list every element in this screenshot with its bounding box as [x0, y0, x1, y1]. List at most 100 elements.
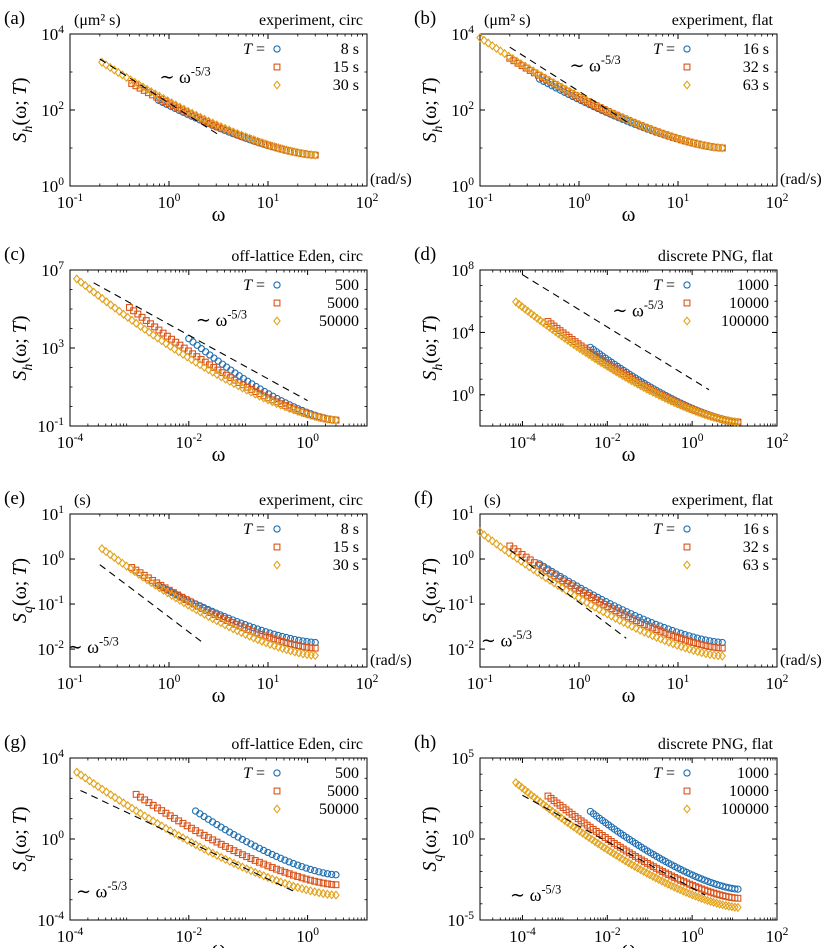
y-tick-label: 104	[451, 321, 474, 342]
data-point	[268, 864, 276, 871]
data-point	[332, 881, 340, 889]
data-point	[677, 635, 685, 643]
panel-title: experiment, circ	[259, 12, 363, 29]
data-point	[189, 338, 197, 346]
data-point	[545, 575, 554, 585]
data-point	[167, 98, 176, 108]
data-point	[270, 635, 277, 643]
data-point	[693, 139, 702, 149]
x-tick-label: 10-4	[57, 925, 84, 946]
data-point	[272, 865, 280, 873]
data-point	[230, 858, 238, 868]
data-point	[266, 639, 274, 649]
data-point	[480, 35, 488, 46]
panel-title: off-lattice Eden, circ	[231, 736, 363, 753]
data-point	[266, 140, 274, 151]
data-point	[665, 131, 673, 141]
data-point	[697, 647, 706, 658]
y-axis-label: Sq(ω; T)	[9, 558, 36, 623]
data-point	[204, 116, 213, 126]
data-point	[251, 856, 259, 864]
slope-guide-line	[522, 274, 710, 391]
data-point	[136, 321, 145, 331]
data-point	[94, 290, 102, 301]
data-point	[226, 845, 234, 853]
data-point	[237, 627, 246, 638]
data-point	[119, 309, 128, 319]
data-point	[728, 902, 736, 912]
legend-marker	[273, 804, 281, 814]
data-point	[306, 876, 314, 884]
data-point	[259, 871, 268, 881]
data-point	[319, 879, 327, 887]
data-point	[315, 868, 323, 876]
data-point	[278, 632, 286, 641]
data-point	[302, 409, 311, 419]
data-point	[293, 406, 302, 416]
data-point	[98, 293, 107, 304]
data-point	[290, 641, 298, 649]
data-point	[118, 70, 127, 80]
data-point	[539, 318, 548, 328]
data-point	[310, 887, 319, 897]
data-point	[578, 595, 587, 605]
data-point	[144, 89, 152, 97]
y-tick-label: 100	[41, 175, 64, 196]
data-point	[132, 806, 141, 816]
data-point	[289, 405, 298, 415]
legend-label: 15 s	[333, 539, 359, 556]
svg-text:Sh(ω; T): Sh(ω; T)	[9, 315, 36, 380]
data-point	[509, 54, 517, 64]
series-5000	[125, 304, 340, 424]
data-point	[533, 567, 542, 577]
data-point	[294, 861, 302, 869]
legend-marker	[273, 63, 281, 71]
data-point	[539, 799, 548, 810]
data-point	[714, 644, 722, 652]
y-axis-label: Sh(ω; T)	[419, 315, 446, 380]
data-point	[123, 800, 132, 811]
data-point	[85, 284, 94, 294]
data-point	[261, 632, 269, 640]
data-point	[166, 826, 175, 836]
data-point	[686, 637, 694, 645]
data-point	[689, 138, 698, 148]
data-point	[251, 389, 260, 399]
data-point	[233, 128, 242, 139]
data-point	[260, 392, 268, 400]
data-point	[255, 391, 264, 401]
data-point	[592, 596, 600, 604]
data-point	[245, 631, 254, 641]
data-point	[682, 636, 689, 644]
data-point	[259, 393, 268, 403]
data-point	[591, 602, 599, 612]
data-point	[525, 63, 534, 74]
panel-label: (a)	[4, 8, 25, 29]
data-point	[734, 885, 742, 893]
x-tick-label: 100	[681, 925, 704, 946]
y-tick-label: 100	[451, 548, 474, 569]
data-point	[147, 577, 155, 588]
data-point	[240, 624, 248, 632]
data-point	[242, 838, 251, 846]
data-point	[660, 129, 669, 139]
svg-text:Sq(ω; T): Sq(ω; T)	[419, 558, 446, 623]
legend-title: T =	[653, 521, 675, 538]
data-point	[128, 315, 136, 326]
data-point	[332, 871, 340, 879]
panel-label: (b)	[414, 8, 436, 29]
data-point	[574, 91, 583, 101]
data-point	[174, 830, 183, 841]
legend-label: 500	[335, 277, 359, 294]
data-point	[484, 533, 493, 543]
data-point	[295, 642, 303, 650]
data-point	[281, 868, 289, 876]
data-point	[642, 868, 651, 878]
data-point	[264, 395, 272, 405]
data-point	[323, 870, 332, 878]
legend-marker	[683, 281, 691, 289]
data-point	[238, 862, 247, 872]
